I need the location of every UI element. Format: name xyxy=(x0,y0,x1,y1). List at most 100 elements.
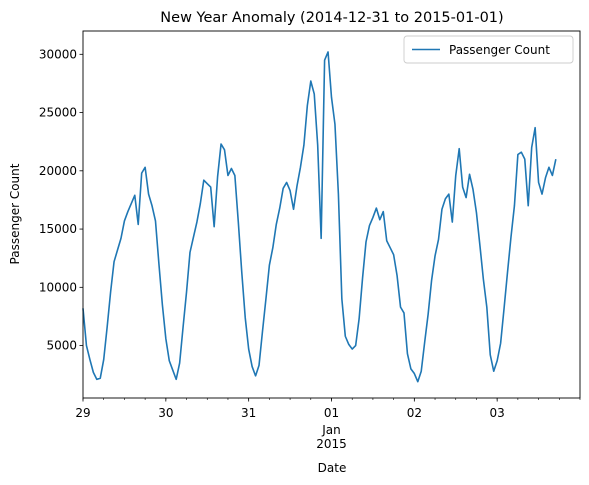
data-point xyxy=(541,193,543,195)
data-point xyxy=(113,260,115,262)
data-point xyxy=(189,251,191,253)
data-point xyxy=(299,166,301,168)
data-point xyxy=(375,207,377,209)
plot-frame xyxy=(82,30,581,399)
series-line xyxy=(82,51,557,383)
data-point xyxy=(351,348,353,350)
data-point xyxy=(168,360,170,362)
data-point xyxy=(382,210,384,212)
data-point xyxy=(244,316,246,318)
data-point xyxy=(323,59,325,61)
data-point xyxy=(486,306,488,308)
y-tick-label: 30000 xyxy=(39,47,77,61)
data-point xyxy=(517,153,519,155)
data-point xyxy=(227,174,229,176)
data-point xyxy=(282,187,284,189)
data-point xyxy=(472,188,474,190)
data-point xyxy=(379,219,381,221)
data-point xyxy=(99,377,101,379)
data-point xyxy=(151,205,153,207)
data-point xyxy=(344,335,346,337)
data-point xyxy=(182,326,184,328)
data-point xyxy=(403,312,405,314)
data-point xyxy=(493,370,495,372)
data-point xyxy=(524,158,526,160)
data-point xyxy=(285,181,287,183)
data-point xyxy=(413,372,415,374)
chart-title: New Year Anomaly (2014-12-31 to 2015-01-… xyxy=(160,10,503,26)
data-point xyxy=(116,249,118,251)
data-point xyxy=(527,205,529,207)
data-point xyxy=(144,166,146,168)
data-point xyxy=(96,378,98,380)
x-tick-label: 01 xyxy=(324,406,339,420)
data-point xyxy=(316,144,318,146)
data-point xyxy=(482,278,484,280)
data-point xyxy=(154,220,156,222)
data-point xyxy=(165,337,167,339)
data-point xyxy=(310,80,312,82)
data-point xyxy=(185,291,187,293)
data-point xyxy=(348,343,350,345)
data-point xyxy=(361,277,363,279)
data-point xyxy=(120,237,122,239)
data-point xyxy=(272,247,274,249)
data-point xyxy=(548,166,550,168)
y-tick-label: 10000 xyxy=(39,280,77,294)
data-point xyxy=(420,370,422,372)
data-point xyxy=(392,253,394,255)
data-point xyxy=(261,330,263,332)
data-point xyxy=(475,212,477,214)
data-point xyxy=(354,344,356,346)
data-point xyxy=(306,104,308,106)
data-point xyxy=(455,174,457,176)
data-point xyxy=(265,298,267,300)
data-point xyxy=(468,173,470,175)
data-point xyxy=(147,193,149,195)
y-axis: 5000 10000 15000 20000 25000 30000 xyxy=(39,47,83,353)
data-point xyxy=(534,127,536,129)
data-point xyxy=(234,174,236,176)
x-tick-sublabel: 2015 xyxy=(316,437,347,451)
x-tick-label: 29 xyxy=(75,406,90,420)
data-point xyxy=(251,365,253,367)
data-point xyxy=(399,306,401,308)
x-tick-label: 31 xyxy=(241,406,256,420)
data-point xyxy=(203,179,205,181)
legend-label: Passenger Count xyxy=(449,43,550,57)
y-tick-label: 20000 xyxy=(39,164,77,178)
data-point xyxy=(386,240,388,242)
data-point xyxy=(175,378,177,380)
data-point xyxy=(365,241,367,243)
series-layer xyxy=(82,51,557,383)
data-point xyxy=(134,194,136,196)
data-point xyxy=(192,236,194,238)
data-point xyxy=(303,144,305,146)
data-point xyxy=(448,193,450,195)
data-point xyxy=(220,143,222,145)
data-point xyxy=(334,123,336,125)
y-axis-label: Passenger Count xyxy=(8,163,22,264)
data-point xyxy=(441,208,443,210)
data-point xyxy=(106,326,108,328)
data-point xyxy=(510,236,512,238)
data-point xyxy=(434,255,436,257)
data-point xyxy=(296,185,298,187)
data-point xyxy=(103,358,105,360)
data-point xyxy=(341,298,343,300)
data-point xyxy=(237,221,239,223)
data-point xyxy=(137,223,139,225)
data-point xyxy=(268,264,270,266)
data-point xyxy=(206,182,208,184)
data-point xyxy=(368,224,370,226)
data-point xyxy=(330,96,332,98)
data-point xyxy=(292,208,294,210)
data-point xyxy=(437,238,439,240)
data-point xyxy=(430,279,432,281)
data-point xyxy=(451,221,453,223)
legend-box xyxy=(403,35,574,64)
data-point xyxy=(123,220,125,222)
data-point xyxy=(513,205,515,207)
